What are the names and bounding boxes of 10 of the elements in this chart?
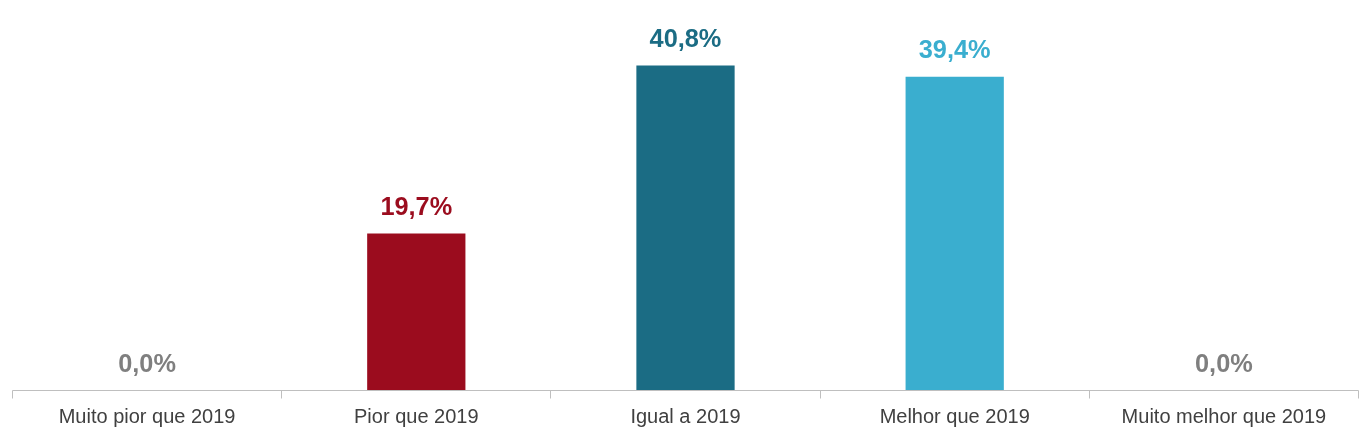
data-label: 0,0% — [118, 348, 176, 377]
data-label: 40,8% — [649, 23, 722, 52]
x-tick-label: Melhor que 2019 — [879, 404, 1030, 427]
x-tick-label: Muito melhor que 2019 — [1121, 404, 1327, 427]
data-label: 0,0% — [1195, 348, 1253, 377]
x-tick-label: Pior que 2019 — [354, 404, 479, 427]
data-label: 19,7% — [380, 191, 453, 220]
x-tick-label: Muito pior que 2019 — [58, 404, 236, 427]
data-label: 39,4% — [918, 34, 991, 63]
x-tick-label: Igual a 2019 — [630, 404, 741, 427]
